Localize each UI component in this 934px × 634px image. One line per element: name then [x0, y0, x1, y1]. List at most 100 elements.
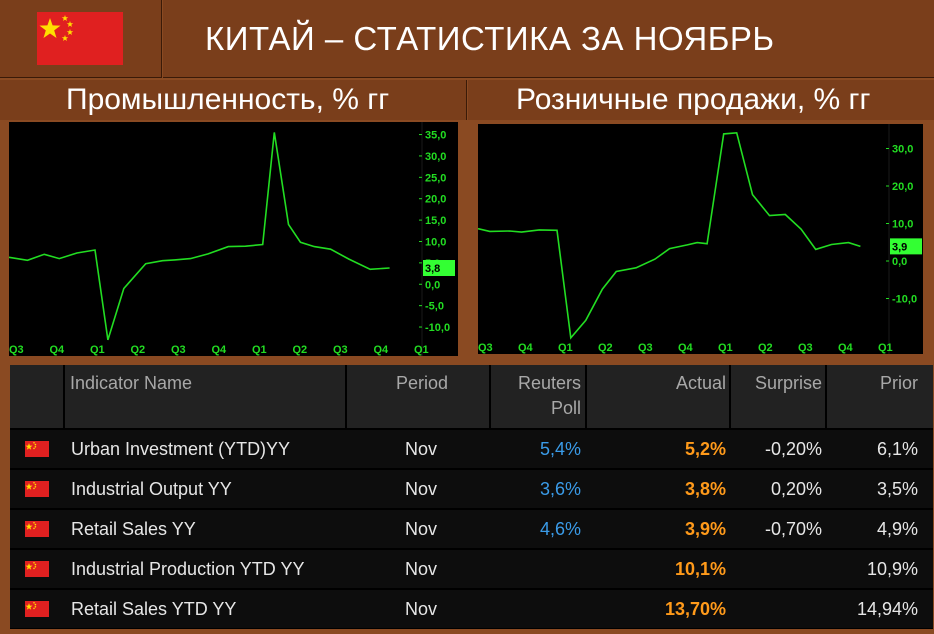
industry-chart-svg: 35,030,025,020,015,010,05,00,0-5,0-10,03…: [9, 122, 458, 356]
x-tick-label: Q1: [878, 342, 893, 354]
page-title: КИТАЙ – СТАТИСТИКА ЗА НОЯБРЬ: [205, 20, 775, 57]
y-tick-label: 35,0: [425, 130, 446, 142]
cell-surprise: [731, 550, 825, 588]
cell-indicator: Retail Sales YY: [71, 519, 196, 539]
y-tick-label: 10,0: [425, 236, 446, 248]
cell-actual: 5,2%: [684, 439, 726, 459]
x-tick-label: Q2: [758, 342, 773, 354]
last-value-box: [423, 260, 455, 277]
china-flag-icon: [25, 521, 49, 537]
x-tick-label: Q2: [598, 342, 613, 354]
x-tick-label: Q1: [558, 342, 573, 354]
chart-background: [9, 122, 458, 356]
x-tick-label: Q3: [798, 342, 813, 354]
x-tick-label: Q1: [252, 344, 267, 356]
cell-prior: 3,5%: [876, 479, 918, 499]
header-actual-label: Actual: [675, 373, 726, 393]
table-row: Urban Investment (YTD)YY Nov 5,4% 5,2% -0,20…: [10, 430, 933, 468]
cell-prior: 6,1%: [876, 439, 918, 459]
y-tick-label: 0,0: [892, 256, 907, 268]
cell-period: Nov: [404, 439, 437, 459]
indicator-table: Indicator Name Period Reuters Poll Actua…: [10, 365, 933, 629]
cell-period: Nov: [404, 479, 437, 499]
y-tick-label: 30,0: [892, 144, 913, 156]
y-tick-label: 30,0: [425, 151, 446, 163]
y-tick-label: -10,0: [892, 294, 917, 306]
x-tick-label: Q1: [414, 344, 429, 356]
header-surprise: Surprise: [731, 365, 825, 428]
industry-chart-header: Промышленность, % гг: [0, 80, 467, 120]
table-row: Industrial Output YY Nov 3,6% 3,8% 0,20% 3,5%: [10, 470, 933, 508]
y-tick-label: 25,0: [425, 172, 446, 184]
header-poll-label-1: Reuters: [517, 373, 581, 393]
table-row: Industrial Production YTD YY Nov 10,1% 10,9…: [10, 550, 933, 588]
cell-period: Nov: [404, 519, 437, 539]
cell-indicator: Urban Investment (YTD)YY: [71, 439, 291, 459]
cell-indicator: Retail Sales YTD YY: [71, 599, 237, 619]
x-tick-label: Q1: [90, 344, 105, 356]
cell-prior: 14,94%: [856, 599, 918, 619]
header-actual: Actual: [587, 365, 729, 428]
header-period: Period: [347, 365, 489, 428]
cell-prior: 10,9%: [866, 559, 918, 579]
header-poll-label-2: Poll: [550, 398, 581, 418]
header-period-label: Period: [395, 373, 448, 393]
x-tick-label: Q2: [131, 344, 146, 356]
y-tick-label: -10,0: [425, 322, 450, 334]
cell-indicator: Industrial Production YTD YY: [71, 559, 305, 579]
x-tick-label: Q4: [212, 344, 228, 356]
cell-surprise: [731, 590, 825, 628]
y-tick-label: 0,0: [425, 279, 440, 291]
cell-surprise: -0,70%: [764, 519, 822, 539]
header-prior-label: Prior: [879, 373, 918, 393]
x-tick-label: Q4: [374, 344, 390, 356]
y-tick-label: 15,0: [425, 215, 446, 227]
table-row: Retail Sales YY Nov 4,6% 3,9% -0,70% 4,9%: [10, 510, 933, 548]
header-prior: Prior: [827, 365, 933, 428]
last-value-box: [890, 238, 922, 255]
x-tick-label: Q3: [171, 344, 186, 356]
cell-surprise: -0,20%: [764, 439, 822, 459]
cell-indicator: Industrial Output YY: [71, 479, 232, 499]
last-value-label: 3,8: [425, 263, 440, 275]
retail-chart: 30,0 20,0 10,0 0,0 -10,0 3,9 Q3 Q4 Q1 Q2 Q3 Q4 Q1 Q2 Q…: [478, 124, 923, 354]
last-value-label: 3,9: [892, 241, 907, 253]
x-tick-label: Q3: [9, 344, 24, 356]
cell-period: Nov: [404, 599, 437, 619]
cell-poll: [491, 550, 585, 588]
china-flag-icon: [37, 12, 123, 65]
china-flag-icon: [25, 481, 49, 497]
cell-actual: 10,1%: [674, 559, 726, 579]
header-poll: Reuters Poll: [491, 365, 585, 428]
retail-chart-svg: 30,0 20,0 10,0 0,0 -10,0 3,9 Q3 Q4 Q1 Q2 Q3 Q4 Q1 Q2 Q…: [478, 124, 923, 354]
flag-panel: [0, 0, 162, 78]
cell-actual: 3,8%: [684, 479, 726, 499]
x-tick-label: Q4: [678, 342, 694, 354]
retail-chart-header: Розничные продажи, % гг: [468, 80, 934, 120]
cell-surprise: 0,20%: [770, 479, 822, 499]
china-flag-icon: [25, 561, 49, 577]
x-tick-label: Q3: [478, 342, 493, 354]
header-indicator-label: Indicator Name: [70, 373, 193, 393]
cell-actual: 13,70%: [664, 599, 726, 619]
x-tick-label: Q3: [333, 344, 348, 356]
x-tick-label: Q4: [838, 342, 854, 354]
x-tick-label: Q1: [718, 342, 733, 354]
y-tick-label: 10,0: [892, 219, 913, 231]
cell-actual: 3,9%: [684, 519, 726, 539]
cell-poll: [491, 590, 585, 628]
title-panel: КИТАЙ – СТАТИСТИКА ЗА НОЯБРЬ: [163, 0, 934, 78]
china-flag-icon: [25, 601, 49, 617]
industry-chart: 35,030,025,020,015,010,05,00,0-5,0-10,03…: [9, 122, 458, 356]
x-tick-label: Q4: [518, 342, 534, 354]
retail-chart-title: Розничные продажи, % гг: [516, 83, 871, 116]
header-indicator: Indicator Name: [65, 365, 345, 428]
china-flag-icon: [25, 441, 49, 457]
table-row: Retail Sales YTD YY Nov 13,70% 14,94%: [10, 590, 933, 628]
header-surprise-label: Surprise: [754, 373, 822, 393]
series-line: [9, 132, 390, 341]
series-line: [478, 131, 861, 340]
china-flag-stars: [39, 15, 74, 41]
chart-background: [478, 124, 923, 354]
industry-chart-title: Промышленность, % гг: [66, 83, 390, 116]
